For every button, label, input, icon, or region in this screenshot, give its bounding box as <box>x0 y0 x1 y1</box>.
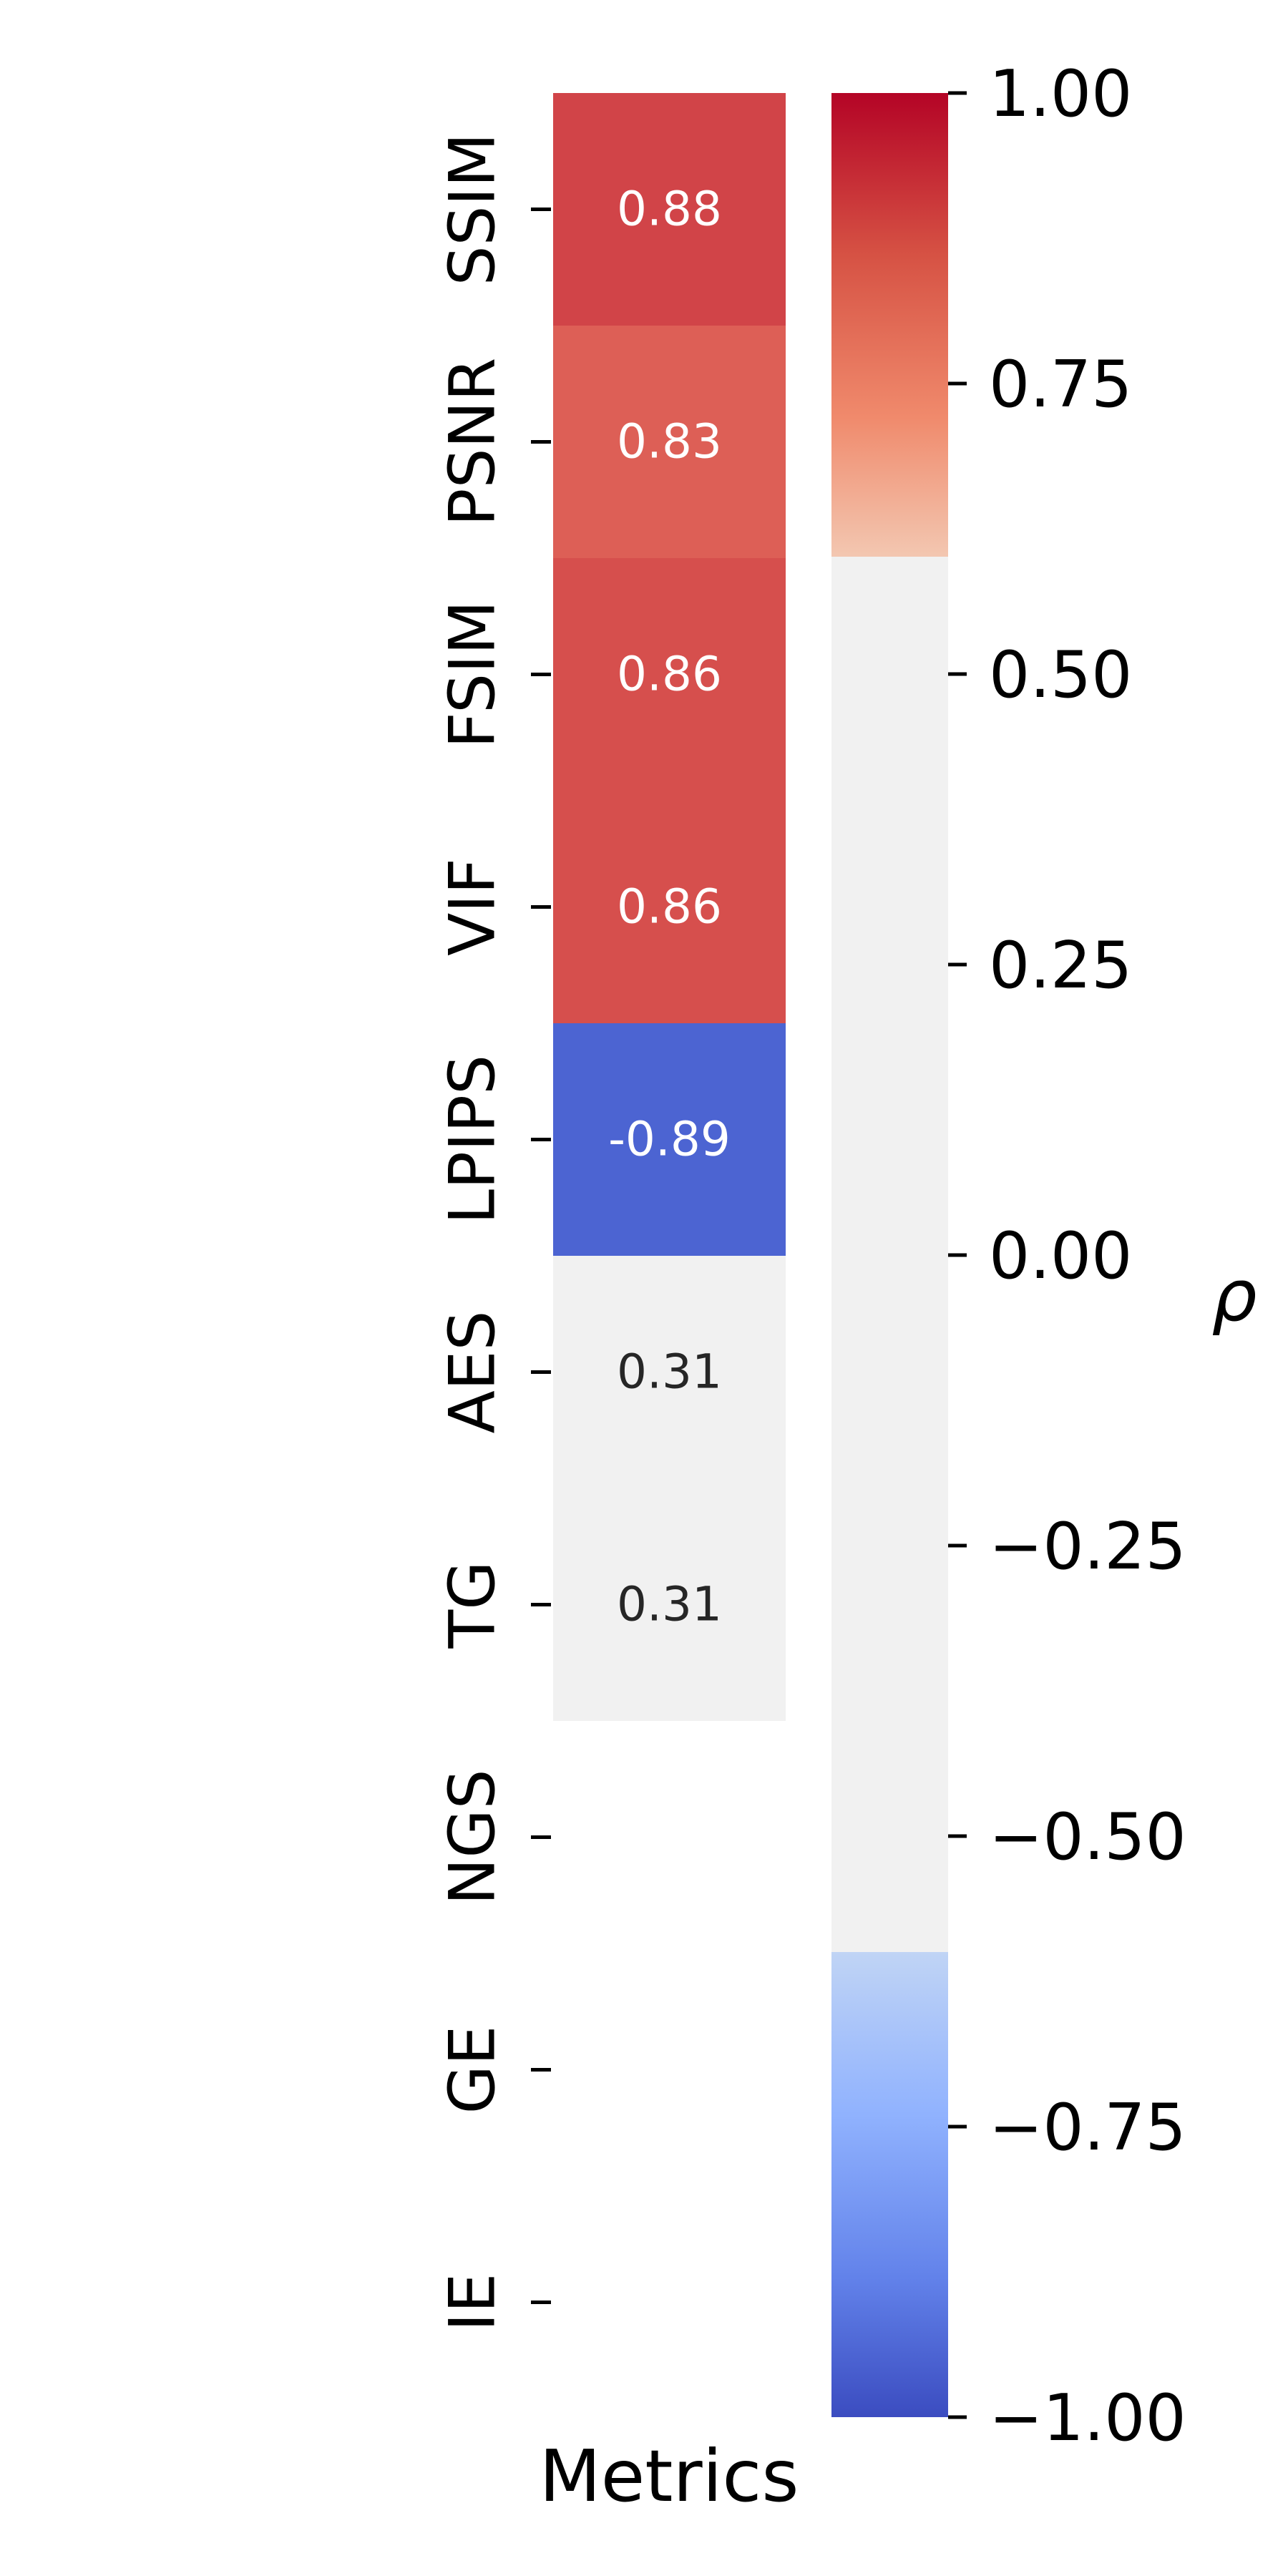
row-label-lpips: LPIPS <box>436 1055 509 1224</box>
colorbar-ticks: 1.00 0.75 0.50 0.25 0.00 −0.25 −0.50 −0.75 −1.00 <box>948 57 1186 2456</box>
row-label-tg: TG <box>436 1561 509 1649</box>
colorbar-label: ρ <box>1211 1254 1257 1337</box>
colorbar-tick-label: 0.50 <box>989 638 1132 713</box>
cell-value-aes: 0.31 <box>617 1345 722 1400</box>
row-label-aes: AES <box>436 1311 509 1434</box>
heatmap-cell-aes <box>553 1256 786 1488</box>
heatmap-cell-fsim <box>553 558 786 791</box>
heatmap-cell-lpips <box>553 1023 786 1256</box>
colorbar-tick-label: 0.00 <box>989 1219 1132 1294</box>
cell-value-lpips: -0.89 <box>608 1112 731 1167</box>
cell-value-fsim: 0.86 <box>617 647 722 702</box>
colorbar-top-gradient <box>831 93 948 557</box>
colorbar-bottom-gradient <box>831 1952 948 2417</box>
colorbar-tick-label: 0.75 <box>989 347 1132 422</box>
heatmap-cell-tg <box>553 1488 786 1721</box>
cell-value-tg: 0.31 <box>617 1577 722 1632</box>
colorbar-neutral-band <box>831 557 948 1952</box>
row-label-psnr: PSNR <box>436 358 509 527</box>
colorbar-tick-label: −0.25 <box>989 1509 1186 1584</box>
colorbar-tick-label: −0.50 <box>989 1800 1186 1875</box>
row-label-vif: VIF <box>436 858 509 956</box>
row-label-ie: IE <box>436 2273 509 2332</box>
heatmap-cell-vif <box>553 791 786 1023</box>
colorbar <box>831 93 948 2417</box>
heatmap-cells: 0.88 0.83 0.86 0.86 -0.89 0.31 0.31 <box>553 93 786 1721</box>
cell-value-ssim: 0.88 <box>617 182 722 237</box>
colorbar-tick-label: −0.75 <box>989 2090 1186 2165</box>
colorbar-tick-label: 0.25 <box>989 928 1132 1003</box>
row-label-ge: GE <box>436 2026 509 2114</box>
cell-value-vif: 0.86 <box>617 879 722 935</box>
row-label-ngs: NGS <box>436 1770 509 1906</box>
colorbar-tick-label: 1.00 <box>989 57 1132 132</box>
row-label-ssim: SSIM <box>436 133 509 286</box>
heatmap-cell-psnr <box>553 326 786 558</box>
x-axis-label: Metrics <box>540 2434 799 2518</box>
colorbar-tick-label: −1.00 <box>989 2381 1186 2456</box>
row-label-fsim: FSIM <box>436 600 509 748</box>
cell-value-psnr: 0.83 <box>617 414 722 469</box>
row-labels: SSIM PSNR FSIM VIF LPIPS AES TG NGS GE IE <box>436 133 551 2332</box>
heatmap-cell-ssim <box>553 93 786 326</box>
